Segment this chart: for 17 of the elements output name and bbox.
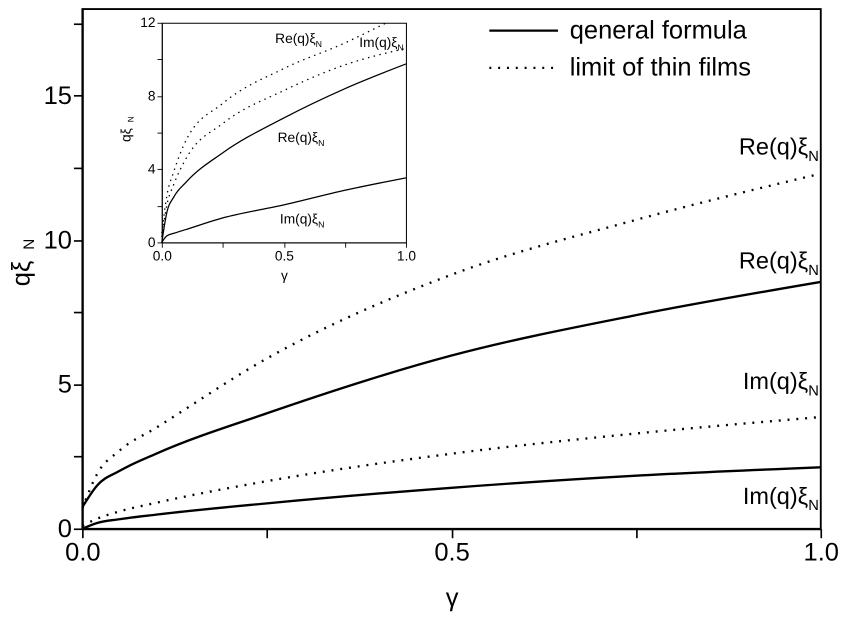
x-tick-label: 0.5 (274, 248, 294, 264)
x-axis-title: γ (446, 584, 459, 612)
x-axis-title: γ (280, 268, 288, 284)
legend-label: limit of thin films (570, 54, 752, 82)
x-tick-label: 1.0 (396, 248, 416, 264)
y-tick-label: 8 (148, 88, 156, 104)
legend-label: qeneral formula (570, 16, 748, 44)
y-tick-label: 12 (140, 15, 156, 30)
y-tick-label: 10 (44, 226, 72, 254)
y-tick-label: 0 (148, 234, 156, 250)
x-tick-label: 0.5 (434, 538, 470, 567)
y-tick-label: 5 (58, 370, 72, 399)
x-tick-label: 0.0 (152, 248, 172, 264)
x-tick-label: 1.0 (804, 538, 839, 567)
y-tick-label: 4 (148, 162, 156, 177)
y-axis-title: qξN (7, 238, 38, 286)
y-tick-label: 15 (44, 82, 72, 110)
